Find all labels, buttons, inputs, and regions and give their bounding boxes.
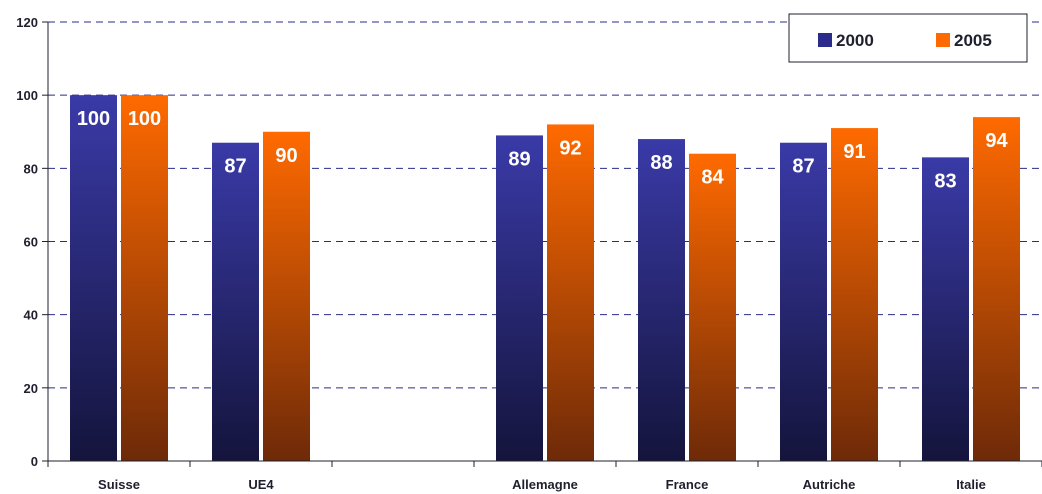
bar-2000-Italie [922,157,969,461]
bar-2005-Suisse [121,95,168,462]
bar-2000-Autriche [780,142,827,461]
bar-value-label: 84 [701,167,724,189]
bar-value-label: 87 [792,156,814,178]
x-category-label: Suisse [98,477,140,492]
legend-label-2005: 2005 [954,31,992,50]
bars: 100 100 87 90 89 92 88 84 87 91 83 94 [70,95,1020,462]
bar-value-label: 91 [843,141,865,163]
y-tick-label: 60 [24,235,38,250]
gridlines [48,21,1042,389]
bar-value-label: 94 [985,130,1008,152]
x-category-label: France [666,477,709,492]
bar-2005-Autriche [831,128,878,461]
bar-value-label: 100 [128,108,161,130]
y-tick-label: 0 [31,454,38,469]
y-tick-label: 100 [16,88,38,103]
bar-value-label: 87 [224,156,246,178]
bar-2000-Suisse [70,95,117,462]
bar-value-label: 100 [77,108,110,130]
y-tick-label: 80 [24,161,38,176]
bar-2000-France [638,139,685,462]
bar-2005-France [689,153,736,461]
x-category-label: Autriche [803,477,856,492]
bar-value-label: 90 [275,145,297,167]
bar-value-label: 92 [559,137,581,159]
bar-2005-Italie [973,117,1020,461]
legend: 2000 2005 [788,13,1028,63]
bar-2005-UE4 [263,131,310,461]
y-tick-label: 120 [16,15,38,30]
legend-swatch-2005 [936,33,950,47]
bar-value-label: 88 [650,152,672,174]
y-tick-label: 40 [24,308,38,323]
legend-swatch-2000 [818,33,832,47]
legend-label-2000: 2000 [836,31,874,50]
x-category-label: UE4 [248,477,274,492]
x-category-label: Allemagne [512,477,578,492]
x-category-label: Italie [956,477,986,492]
axes: 0 20 40 60 80 100 120 Suisse UE4 Allemagne France A… [16,15,1042,492]
bar-value-label: 83 [934,170,956,192]
y-tick-label: 20 [24,381,38,396]
bar-2000-UE4 [212,142,259,461]
bar-value-label: 89 [508,148,530,170]
bar-2005-Allemagne [547,124,594,461]
bar-2000-Allemagne [496,135,543,462]
